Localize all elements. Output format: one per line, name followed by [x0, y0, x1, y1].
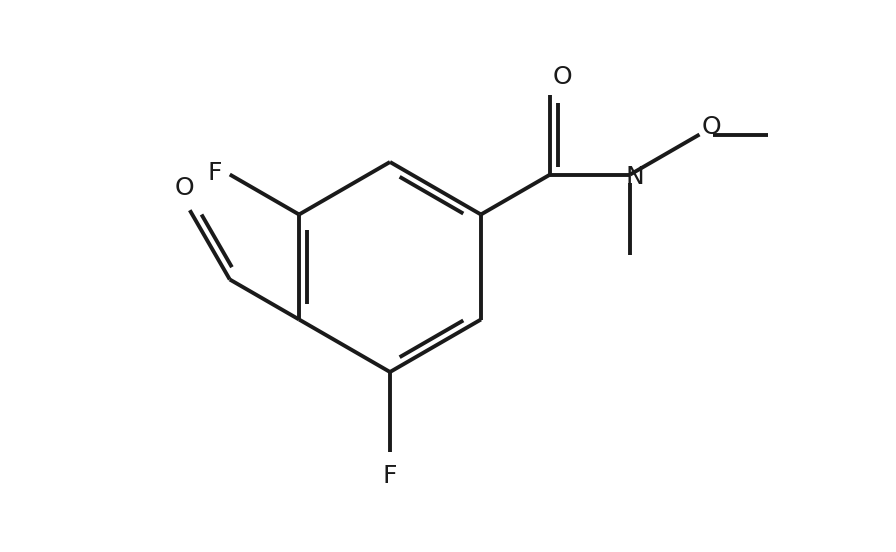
Text: F: F: [383, 464, 397, 488]
Text: F: F: [207, 161, 222, 184]
Text: O: O: [175, 176, 194, 200]
Text: O: O: [553, 66, 572, 89]
Text: O: O: [702, 114, 721, 139]
Text: N: N: [625, 164, 644, 188]
